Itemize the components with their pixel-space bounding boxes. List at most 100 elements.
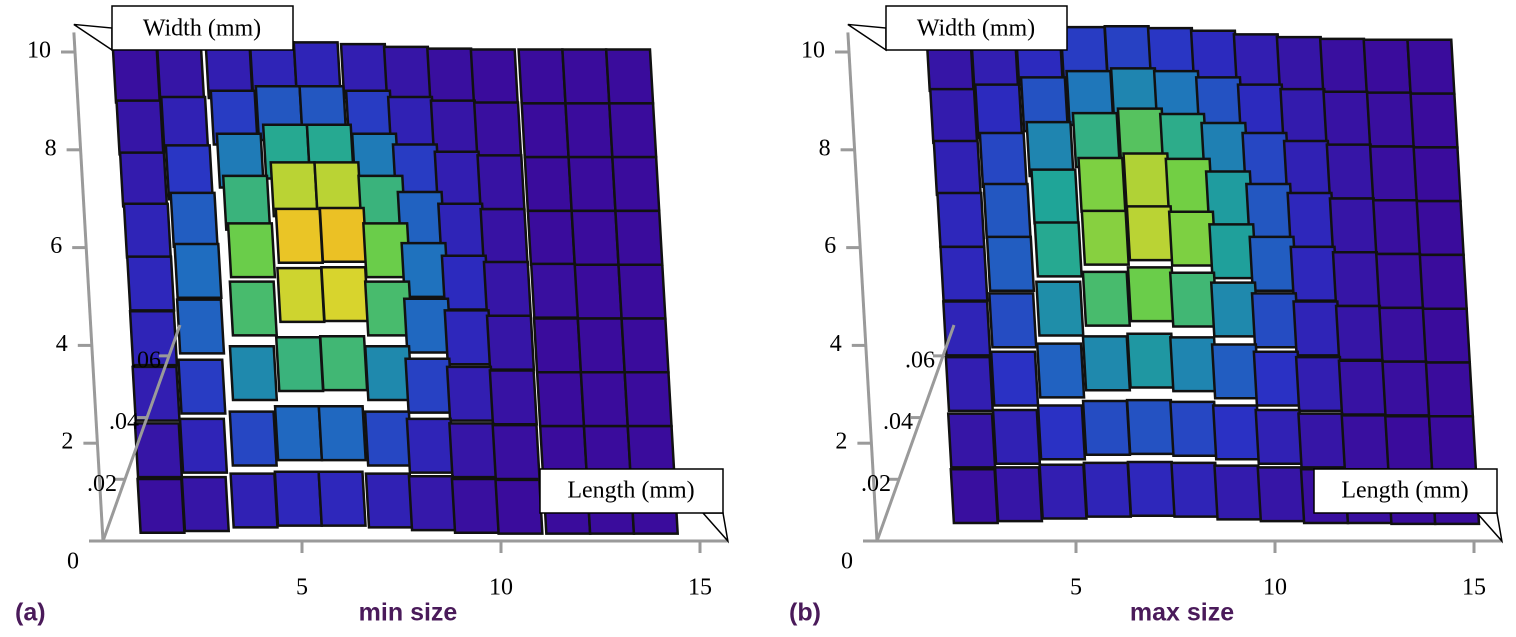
surface-cell bbox=[228, 280, 279, 337]
surface-cell bbox=[949, 467, 999, 525]
surface-cell bbox=[363, 410, 414, 467]
surface-cell bbox=[1126, 460, 1177, 518]
surface-cell bbox=[450, 477, 501, 535]
surface-cell bbox=[317, 405, 368, 462]
z-tick-label: .02 bbox=[861, 471, 891, 497]
y-tick-label: 6 bbox=[50, 233, 62, 259]
surface-cell bbox=[1256, 466, 1306, 523]
surface-cell bbox=[989, 350, 1040, 407]
surface-cell bbox=[604, 48, 655, 105]
surface-cell bbox=[1125, 398, 1176, 456]
callout-pointer bbox=[701, 512, 730, 544]
panel-label: (a) bbox=[15, 599, 46, 627]
surface-cell bbox=[164, 144, 215, 201]
surface-cell bbox=[1362, 38, 1412, 95]
surface-cell bbox=[1168, 336, 1219, 393]
surface-cell bbox=[1381, 360, 1431, 417]
callout-box bbox=[1313, 468, 1498, 514]
surface-cell bbox=[1322, 90, 1372, 147]
surface-cell bbox=[159, 95, 210, 153]
surface-cell bbox=[472, 101, 523, 158]
surface-cell bbox=[1082, 461, 1133, 518]
callout-box bbox=[539, 468, 724, 514]
x-axis-label: Length (mm) bbox=[567, 478, 694, 504]
x-tick-label: 5 bbox=[1070, 575, 1082, 601]
surface-cell bbox=[1421, 307, 1472, 364]
surface-cell bbox=[175, 298, 226, 355]
surface-cell bbox=[180, 475, 231, 533]
surface-cell bbox=[936, 191, 986, 249]
surface-cell bbox=[567, 155, 617, 213]
x-tick-label: 10 bbox=[489, 575, 513, 601]
surface-cell bbox=[623, 371, 673, 428]
surface-cell bbox=[1209, 281, 1260, 338]
surface-cell bbox=[155, 45, 206, 102]
z-tick-label: .06 bbox=[905, 347, 935, 373]
surface-cell bbox=[993, 466, 1044, 523]
surface-cell bbox=[1334, 304, 1385, 362]
surface-cell bbox=[1340, 414, 1390, 471]
surface-cell bbox=[529, 262, 580, 319]
surface-cell bbox=[523, 155, 573, 213]
surface-cell bbox=[946, 412, 997, 469]
surface-cell bbox=[985, 235, 1036, 292]
surface-cell bbox=[488, 369, 539, 426]
y-tick-label: 4 bbox=[56, 331, 68, 357]
y-tick-label: 8 bbox=[45, 135, 57, 161]
surface-cell bbox=[620, 317, 670, 374]
surface-cell bbox=[274, 207, 324, 264]
surface-cell bbox=[426, 47, 476, 104]
surface-cell bbox=[991, 408, 1042, 466]
y-tick-label: 8 bbox=[819, 135, 831, 161]
y-tick-label: 4 bbox=[830, 331, 842, 357]
surface-cell bbox=[982, 182, 1032, 240]
surface-cell bbox=[1378, 306, 1428, 363]
surface-cell bbox=[482, 260, 533, 318]
callout-box bbox=[885, 5, 1068, 51]
surface-cell bbox=[273, 470, 324, 527]
surface-cell bbox=[532, 317, 583, 374]
surface-cell bbox=[479, 207, 529, 265]
surface-cell bbox=[273, 405, 324, 462]
surface-cell bbox=[226, 222, 277, 279]
surface-cell bbox=[1331, 250, 1382, 308]
y-tick-label: 0 bbox=[67, 549, 79, 575]
surface-cell bbox=[517, 48, 567, 105]
x-tick-label: 15 bbox=[688, 575, 712, 601]
surface-cell bbox=[617, 263, 667, 320]
callout-pointer bbox=[73, 23, 113, 52]
surface-cell bbox=[405, 417, 456, 474]
surface-cell bbox=[469, 48, 520, 105]
x-tick-label: 10 bbox=[1263, 575, 1287, 601]
x-tick-label: 15 bbox=[1462, 575, 1486, 601]
surface-cell bbox=[169, 191, 219, 248]
surface-cell bbox=[520, 102, 570, 159]
surface-cell bbox=[611, 155, 661, 213]
surface-cell bbox=[576, 317, 626, 374]
y-axis bbox=[72, 32, 105, 542]
surface-cell bbox=[1424, 361, 1475, 418]
surface-cell bbox=[1126, 266, 1177, 323]
surface-cell bbox=[1036, 404, 1087, 461]
surface-cell bbox=[614, 209, 664, 266]
surface-cell bbox=[1294, 355, 1345, 413]
surface-cell bbox=[1208, 223, 1258, 280]
surface-cell bbox=[318, 335, 369, 392]
z-tick-label: .04 bbox=[109, 409, 139, 435]
surface-cell bbox=[318, 206, 369, 264]
x-tick-label: 5 bbox=[296, 575, 308, 601]
surface-cell bbox=[118, 151, 169, 208]
surface-cell bbox=[1371, 198, 1422, 256]
surface-cell bbox=[1325, 143, 1376, 200]
y-axis bbox=[846, 32, 879, 542]
y-axis-label: Width (mm) bbox=[917, 16, 1035, 42]
z-tick-label: .06 bbox=[131, 347, 161, 373]
surface-cell bbox=[1122, 152, 1172, 209]
surface-cell bbox=[448, 422, 498, 479]
surface-cell bbox=[988, 292, 1038, 349]
surface-cell bbox=[932, 139, 983, 197]
surface-cell bbox=[1126, 332, 1176, 389]
surface-cell bbox=[1418, 253, 1468, 310]
surface-cell bbox=[178, 417, 229, 474]
x-axis-label: Length (mm) bbox=[1341, 478, 1468, 504]
